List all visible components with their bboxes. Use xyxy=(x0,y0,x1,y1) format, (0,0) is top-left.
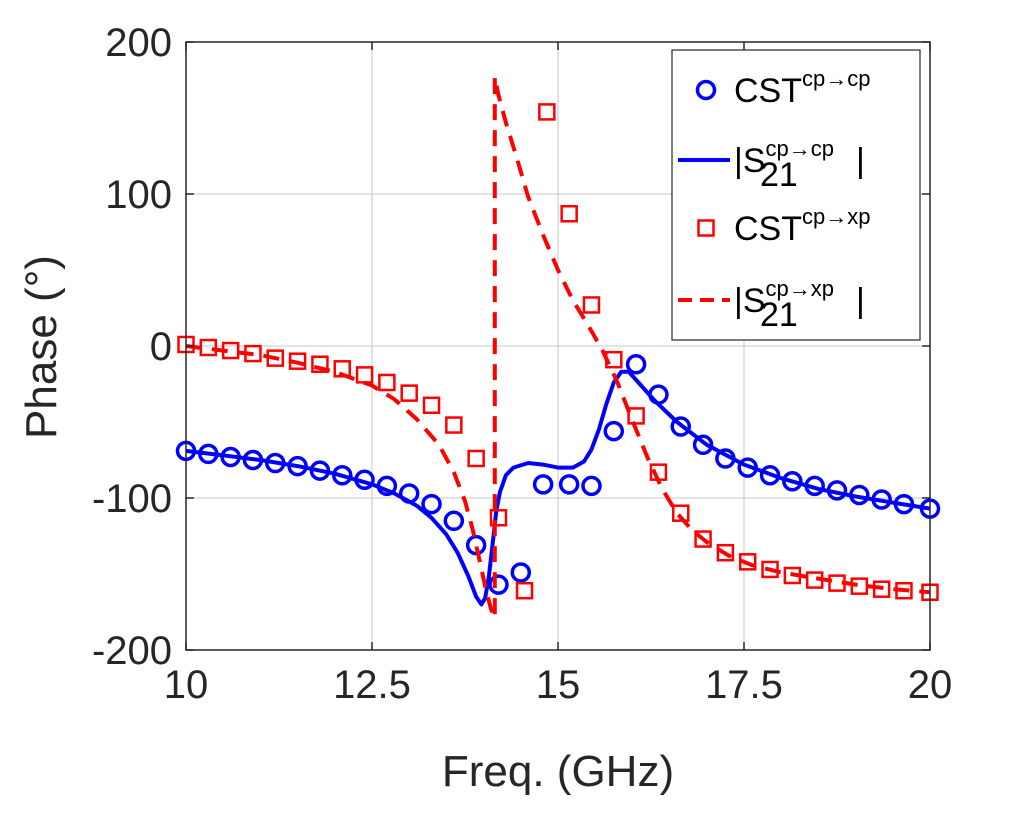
data-point xyxy=(560,205,578,223)
series-4 xyxy=(185,75,931,621)
y-axis-label: Phase (°) xyxy=(17,255,66,439)
x-tick-label: 15 xyxy=(536,663,581,707)
x-tick-label: 20 xyxy=(908,663,953,707)
data-point xyxy=(400,384,418,402)
data-point xyxy=(850,577,869,595)
legend-label-main: CST xyxy=(734,72,802,110)
legend-label-sub: 21 xyxy=(760,296,798,334)
legend-label-main: CST xyxy=(734,210,802,248)
data-point xyxy=(311,355,329,373)
data-point xyxy=(603,420,625,442)
legend-label-main: |S xyxy=(734,142,766,180)
legend-label-sub: 21 xyxy=(760,156,798,194)
data-point xyxy=(489,509,508,527)
legend-box xyxy=(671,49,921,341)
data-point xyxy=(510,562,532,583)
data-point xyxy=(670,416,692,437)
legend-label-sup: cp→cp xyxy=(766,136,834,161)
data-point xyxy=(716,543,735,562)
legend-marker xyxy=(697,219,715,237)
legend: CSTcp→cp|Scp→cp 21 |CSTcp→xp|Scp→xp 21 | xyxy=(671,49,921,341)
series-layer xyxy=(175,75,941,621)
data-point xyxy=(538,103,556,121)
axes xyxy=(185,41,931,651)
tick-labels: 10 12.5 15 17.5 20 -200 -100 0 100 200 xyxy=(92,21,952,707)
legend-marker xyxy=(695,79,717,101)
x-tick-label: 17.5 xyxy=(705,663,783,707)
x-tick-label: 12.5 xyxy=(333,663,411,707)
data-point xyxy=(761,560,779,579)
series-line xyxy=(185,75,931,621)
data-point xyxy=(532,474,554,495)
data-point xyxy=(488,574,509,595)
data-point xyxy=(443,510,465,532)
data-point xyxy=(422,396,441,415)
data-point xyxy=(625,353,647,375)
data-point xyxy=(692,434,714,456)
y-tick-label: 200 xyxy=(105,21,172,65)
data-point xyxy=(694,530,712,548)
data-point xyxy=(872,580,891,598)
x-axis-label: Freq. (GHz) xyxy=(442,747,674,796)
legend-label: |Scp→xp 21 | xyxy=(734,276,865,334)
series-2 xyxy=(185,369,931,607)
data-point xyxy=(421,493,442,515)
legend-label-sup: cp→xp xyxy=(766,276,834,301)
series-line xyxy=(185,369,931,607)
data-point xyxy=(558,474,580,495)
legend-entry-3: CSTcp→xp xyxy=(697,204,870,248)
y-tick-label: 100 xyxy=(105,173,172,217)
data-point xyxy=(378,373,396,392)
legend-entry-2: |Scp→cp 21 | xyxy=(678,136,865,194)
legend-label: CSTcp→xp xyxy=(734,204,870,248)
legend-label: CSTcp→cp xyxy=(734,66,870,110)
y-tick-label: 0 xyxy=(150,325,172,369)
data-point xyxy=(782,471,803,492)
data-point xyxy=(467,449,485,468)
y-tick-label: -100 xyxy=(92,477,172,521)
legend-entry-4: |Scp→xp 21 | xyxy=(678,276,865,334)
data-point xyxy=(445,416,463,434)
data-point xyxy=(515,581,534,600)
legend-label-sup: cp→xp xyxy=(802,204,870,229)
series-3 xyxy=(177,103,939,601)
legend-label-main: |S xyxy=(734,282,766,320)
x-tick-label: 10 xyxy=(164,663,209,707)
legend-label: |Scp→cp 21 | xyxy=(734,136,865,194)
legend-label-sup: cp→cp xyxy=(802,66,870,91)
data-point xyxy=(582,296,601,314)
data-point xyxy=(581,475,602,497)
legend-label-suffix: | xyxy=(856,282,865,320)
legend-entry-1: CSTcp→cp xyxy=(695,66,870,110)
y-tick-label: -200 xyxy=(92,629,172,673)
legend-label-suffix: | xyxy=(856,142,865,180)
data-point xyxy=(627,407,645,425)
data-point xyxy=(672,504,690,522)
